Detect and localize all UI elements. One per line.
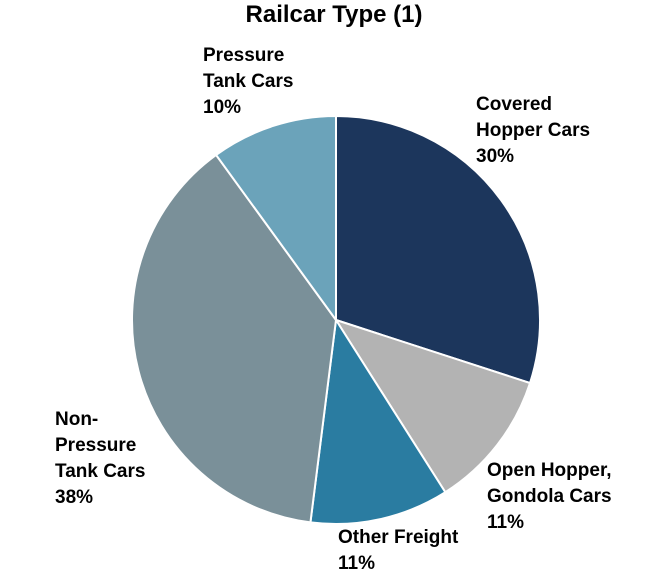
- pie-label-line: Gondola Cars: [487, 486, 612, 507]
- pie-label-line: Covered: [476, 94, 552, 115]
- pie-label-covered-hopper: Covered Hopper Cars 30%: [476, 94, 590, 167]
- pie-label-line: Open Hopper,: [487, 460, 612, 481]
- chart-title: Railcar Type (1): [246, 1, 423, 28]
- pie-slice-non-pressure: [131, 153, 338, 524]
- pie-label-open-hopper: Open Hopper, Gondola Cars 11%: [487, 460, 612, 533]
- pie-label-percent: 10%: [203, 97, 241, 118]
- pie-label-non-pressure: Non- Pressure Tank Cars 38%: [55, 409, 145, 508]
- pie-slice-pressure: [214, 114, 337, 324]
- pie-slices: [131, 114, 541, 525]
- pie-label-percent: 11%: [487, 512, 524, 533]
- pie-label-pressure: Pressure Tank Cars 10%: [203, 45, 293, 118]
- pie-slice-covered-hopper: [335, 114, 541, 385]
- pie-label-line: Tank Cars: [55, 461, 145, 482]
- pie-label-line: Pressure: [203, 45, 284, 66]
- pie-label-percent: 11%: [338, 553, 375, 574]
- pie-label-line: Other Freight: [338, 527, 459, 548]
- pie-slice-open-hopper: [333, 318, 532, 494]
- pie-label-percent: 38%: [55, 487, 93, 508]
- pie-label-line: Hopper Cars: [476, 120, 590, 141]
- pie-label-line: Pressure: [55, 435, 136, 456]
- pie-slice-other-freight: [309, 317, 447, 525]
- pie-label-other-freight: Other Freight 11%: [338, 527, 459, 574]
- pie-label-line: Tank Cars: [203, 71, 293, 92]
- pie-label-percent: 30%: [476, 146, 514, 167]
- pie-label-line: Non-: [55, 409, 98, 430]
- pie-labels: Covered Hopper Cars 30% Open Hopper, Gondola…: [55, 45, 612, 574]
